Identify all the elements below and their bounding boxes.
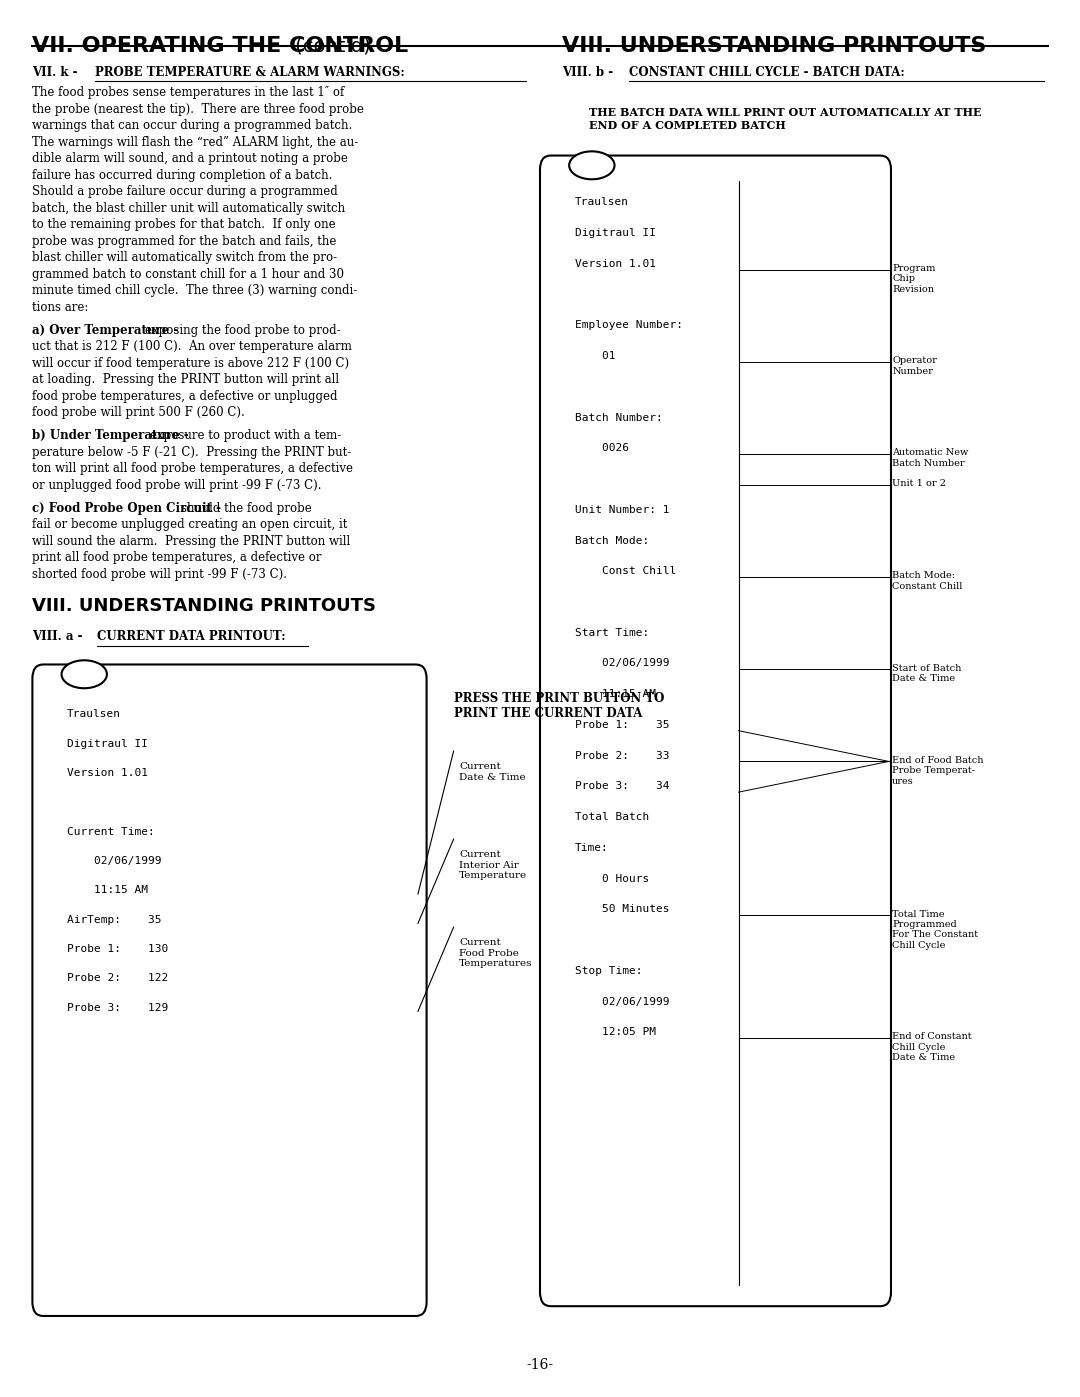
Text: Employee Number:: Employee Number: (575, 320, 683, 330)
Text: Batch Mode:
Constant Chill: Batch Mode: Constant Chill (892, 571, 962, 591)
Text: a) Over Temperature -: a) Over Temperature - (32, 324, 183, 337)
Text: Unit 1 or 2: Unit 1 or 2 (892, 479, 946, 488)
Text: VIII. UNDERSTANDING PRINTOUTS: VIII. UNDERSTANDING PRINTOUTS (562, 36, 986, 56)
Text: grammed batch to constant chill for a 1 hour and 30: grammed batch to constant chill for a 1 … (32, 268, 345, 281)
Ellipse shape (62, 661, 107, 689)
Text: 02/06/1999: 02/06/1999 (575, 996, 670, 1006)
Ellipse shape (569, 151, 615, 179)
Text: Operator
Number: Operator Number (892, 356, 937, 376)
Text: AirTemp:    35: AirTemp: 35 (67, 915, 162, 925)
Text: End of Food Batch
Probe Temperat-
ures: End of Food Batch Probe Temperat- ures (892, 756, 984, 785)
Text: 50 Minutes: 50 Minutes (575, 904, 670, 914)
Text: 11:15 AM: 11:15 AM (67, 886, 148, 895)
Text: Probe 1:    130: Probe 1: 130 (67, 944, 168, 954)
Text: Should a probe failure occur during a programmed: Should a probe failure occur during a pr… (32, 186, 338, 198)
Text: VII. OPERATING THE CONTROL: VII. OPERATING THE CONTROL (32, 36, 408, 56)
Text: VIII. a -: VIII. a - (32, 630, 87, 643)
Text: should the food probe: should the food probe (181, 502, 312, 514)
Text: b) Under Temperature -: b) Under Temperature - (32, 429, 193, 441)
Text: will sound the alarm.  Pressing the PRINT button will: will sound the alarm. Pressing the PRINT… (32, 535, 351, 548)
Text: 12:05 PM: 12:05 PM (575, 1027, 656, 1037)
Text: print all food probe temperatures, a defective or: print all food probe temperatures, a def… (32, 552, 322, 564)
Text: failure has occurred during completion of a batch.: failure has occurred during completion o… (32, 169, 333, 182)
Text: Digitraul II: Digitraul II (67, 739, 148, 749)
Text: Traulsen: Traulsen (575, 197, 629, 207)
Text: Probe 3:    34: Probe 3: 34 (575, 781, 670, 791)
Text: c) Food Probe Open Circuit -: c) Food Probe Open Circuit - (32, 502, 226, 514)
Text: CONSTANT CHILL CYCLE - BATCH DATA:: CONSTANT CHILL CYCLE - BATCH DATA: (629, 66, 904, 78)
Text: 02/06/1999: 02/06/1999 (67, 856, 162, 866)
Text: exposure to product with a tem-: exposure to product with a tem- (150, 429, 341, 441)
Text: Const Chill: Const Chill (575, 566, 676, 576)
Text: Unit Number: 1: Unit Number: 1 (575, 504, 670, 514)
Text: perature below -5 F (-21 C).  Pressing the PRINT but-: perature below -5 F (-21 C). Pressing th… (32, 446, 352, 458)
Text: to the remaining probes for that batch.  If only one: to the remaining probes for that batch. … (32, 218, 336, 231)
Text: (cont'd): (cont'd) (289, 36, 372, 56)
Text: Probe 2:    122: Probe 2: 122 (67, 974, 168, 983)
Text: warnings that can occur during a programmed batch.: warnings that can occur during a program… (32, 119, 353, 133)
Text: -16-: -16- (526, 1358, 554, 1372)
Text: Version 1.01: Version 1.01 (575, 258, 656, 268)
Text: probe was programmed for the batch and fails, the: probe was programmed for the batch and f… (32, 235, 337, 247)
Text: The warnings will flash the “red” ALARM light, the au-: The warnings will flash the “red” ALARM … (32, 136, 359, 148)
Text: Start of Batch
Date & Time: Start of Batch Date & Time (892, 664, 961, 683)
Text: dible alarm will sound, and a printout noting a probe: dible alarm will sound, and a printout n… (32, 152, 348, 165)
Text: fail or become unplugged creating an open circuit, it: fail or become unplugged creating an ope… (32, 518, 348, 531)
Text: Current
Food Probe
Temperatures: Current Food Probe Temperatures (459, 939, 532, 968)
Text: The food probes sense temperatures in the last 1″ of: The food probes sense temperatures in th… (32, 87, 345, 99)
Text: VIII. b -: VIII. b - (562, 66, 617, 78)
Text: blast chiller will automatically switch from the pro-: blast chiller will automatically switch … (32, 251, 338, 264)
Text: Traulsen: Traulsen (67, 710, 121, 719)
Text: VIII. UNDERSTANDING PRINTOUTS: VIII. UNDERSTANDING PRINTOUTS (32, 598, 377, 615)
Text: ton will print all food probe temperatures, a defective: ton will print all food probe temperatur… (32, 462, 353, 475)
Text: Program
Chip
Revision: Program Chip Revision (892, 264, 935, 293)
Text: CURRENT DATA PRINTOUT:: CURRENT DATA PRINTOUT: (97, 630, 286, 643)
Text: food probe temperatures, a defective or unplugged: food probe temperatures, a defective or … (32, 390, 338, 402)
Text: will occur if food temperature is above 212 F (100 C): will occur if food temperature is above … (32, 356, 350, 370)
Text: 0 Hours: 0 Hours (575, 873, 649, 883)
Text: Total Time
Programmed
For The Constant
Chill Cycle: Total Time Programmed For The Constant C… (892, 909, 978, 950)
Text: tions are:: tions are: (32, 300, 89, 313)
Text: uct that is 212 F (100 C).  An over temperature alarm: uct that is 212 F (100 C). An over tempe… (32, 339, 352, 353)
Text: minute timed chill cycle.  The three (3) warning condi-: minute timed chill cycle. The three (3) … (32, 284, 357, 298)
Text: Automatic New
Batch Number: Automatic New Batch Number (892, 448, 969, 468)
Text: Time:: Time: (575, 842, 608, 852)
Text: 0026: 0026 (575, 443, 629, 453)
Text: Digitraul II: Digitraul II (575, 228, 656, 237)
Text: the probe (nearest the tip).  There are three food probe: the probe (nearest the tip). There are t… (32, 103, 364, 116)
Text: Batch Number:: Batch Number: (575, 412, 662, 422)
Text: 01: 01 (575, 351, 616, 360)
Text: PRESS THE PRINT BUTTON TO
PRINT THE CURRENT DATA: PRESS THE PRINT BUTTON TO PRINT THE CURR… (454, 693, 664, 721)
Text: Current
Date & Time: Current Date & Time (459, 763, 526, 782)
Text: 11:15 AM: 11:15 AM (575, 689, 656, 698)
Text: 02/06/1999: 02/06/1999 (575, 658, 670, 668)
Text: Current
Interior Air
Temperature: Current Interior Air Temperature (459, 851, 527, 880)
Text: Probe 3:    129: Probe 3: 129 (67, 1003, 168, 1013)
Text: Stop Time:: Stop Time: (575, 965, 642, 975)
Text: Start Time:: Start Time: (575, 627, 649, 637)
Text: THE BATCH DATA WILL PRINT OUT AUTOMATICALLY AT THE
END OF A COMPLETED BATCH: THE BATCH DATA WILL PRINT OUT AUTOMATICA… (589, 108, 981, 131)
Text: VII. k -: VII. k - (32, 66, 82, 78)
Text: End of Constant
Chill Cycle
Date & Time: End of Constant Chill Cycle Date & Time (892, 1032, 972, 1062)
FancyBboxPatch shape (540, 155, 891, 1306)
Text: batch, the blast chiller unit will automatically switch: batch, the blast chiller unit will autom… (32, 201, 346, 215)
Text: Current Time:: Current Time: (67, 827, 154, 837)
Text: exposing the food probe to prod-: exposing the food probe to prod- (146, 324, 341, 337)
Text: at loading.  Pressing the PRINT button will print all: at loading. Pressing the PRINT button wi… (32, 373, 339, 386)
Text: or unplugged food probe will print -99 F (-73 C).: or unplugged food probe will print -99 F… (32, 479, 322, 492)
Text: Probe 1:    35: Probe 1: 35 (575, 719, 670, 729)
Text: PROBE TEMPERATURE & ALARM WARNINGS:: PROBE TEMPERATURE & ALARM WARNINGS: (95, 66, 405, 78)
Text: Total Batch: Total Batch (575, 812, 649, 821)
Text: Batch Mode:: Batch Mode: (575, 535, 649, 545)
Text: Version 1.01: Version 1.01 (67, 768, 148, 778)
Text: food probe will print 500 F (260 C).: food probe will print 500 F (260 C). (32, 407, 245, 419)
Text: Probe 2:    33: Probe 2: 33 (575, 750, 670, 760)
Text: shorted food probe will print -99 F (-73 C).: shorted food probe will print -99 F (-73… (32, 567, 287, 581)
FancyBboxPatch shape (32, 665, 427, 1316)
